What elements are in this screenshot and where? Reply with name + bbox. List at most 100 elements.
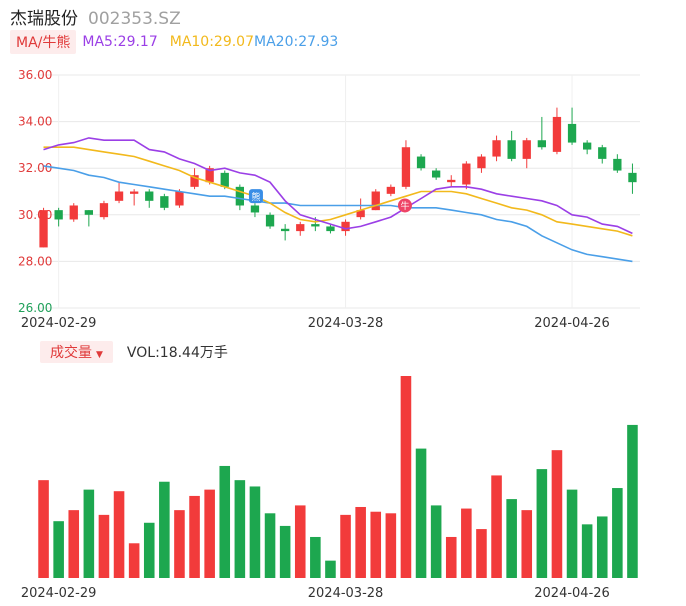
volume-bar (491, 475, 502, 578)
candle (84, 210, 94, 227)
candle (356, 198, 365, 220)
volume-bar (506, 499, 517, 578)
candle (462, 161, 471, 190)
candle-body (145, 191, 154, 201)
volume-bar (536, 469, 548, 578)
candle (386, 184, 396, 197)
volume-bar (294, 505, 306, 578)
candle-body (235, 186, 245, 206)
volume-bar (385, 513, 397, 578)
candle-body (99, 203, 109, 218)
candle-body (431, 170, 441, 178)
ma20-line (43, 165, 633, 263)
ma-mode-button[interactable]: MA/牛熊 (10, 30, 77, 54)
bull-bear-markers: 熊牛 (248, 189, 412, 213)
x-axis-label: 2024-02-29 (21, 586, 97, 601)
candle-body (371, 191, 380, 211)
candles (39, 107, 637, 248)
candle-body (175, 191, 184, 206)
volume-bar (310, 536, 321, 578)
volume-indicator-dropdown[interactable]: 成交量 ▼ (40, 341, 113, 363)
candle (341, 219, 350, 236)
candle-body (39, 210, 48, 248)
candle (401, 140, 411, 190)
candle (477, 154, 486, 173)
candle (522, 137, 531, 169)
candle (582, 140, 592, 155)
candle (326, 224, 335, 234)
volume-bar (204, 489, 215, 578)
candle-body (250, 205, 260, 213)
candle (114, 182, 124, 204)
volume-bar (596, 516, 608, 578)
candle (447, 175, 456, 187)
candle-body (311, 224, 320, 227)
y-tick-label: 32.00 (18, 161, 52, 175)
volume-bar (98, 514, 110, 578)
volume-bar (581, 524, 593, 578)
candle-body (341, 221, 350, 232)
candle-body (552, 116, 562, 152)
candle (99, 200, 109, 220)
candle (145, 189, 154, 208)
candle (371, 189, 380, 211)
caret-down-icon: ▼ (96, 350, 103, 360)
ma10-value: MA10:29.07 (169, 34, 255, 50)
volume-bar (476, 529, 487, 578)
candle (280, 224, 290, 241)
candle (190, 168, 199, 190)
volume-value: VOL:18.44万手 (126, 345, 228, 361)
volume-bar (264, 513, 276, 578)
candle (39, 207, 48, 248)
ma5-value: MA5:29.17 (82, 34, 158, 50)
candle-body (356, 210, 365, 218)
ma-legend: MA/牛熊 MA5:29.17 MA10:29.07 MA20:27.93 (10, 30, 338, 54)
x-axis-label: 2024-03-28 (308, 586, 384, 601)
volume-bars (38, 376, 638, 578)
volume-bar (355, 506, 366, 578)
candle-body (265, 214, 275, 227)
candle-body (582, 142, 592, 150)
candle (598, 144, 607, 164)
volume-bar (113, 491, 125, 578)
candle-body (462, 163, 471, 185)
candle (69, 203, 78, 222)
ma-lines (43, 137, 633, 263)
candle-body (84, 210, 94, 215)
candle (613, 154, 622, 173)
y-tick-label: 34.00 (18, 115, 52, 129)
bull-marker-icon: 牛 (397, 198, 412, 213)
candle-body (114, 191, 124, 201)
candle-body (220, 172, 229, 187)
y-tick-label: 36.00 (18, 68, 52, 82)
candle-body (567, 123, 577, 143)
x-axis-label: 2024-04-26 (534, 586, 610, 601)
volume-bar (174, 510, 185, 578)
volume-bar (219, 465, 231, 578)
volume-bar (234, 480, 246, 578)
candle-body (401, 147, 411, 187)
candle (129, 189, 139, 206)
candle (235, 184, 245, 211)
bear-marker-bg (248, 189, 263, 204)
volume-bar (370, 511, 382, 578)
volume-bar (521, 510, 533, 578)
price-grid (36, 74, 640, 309)
candle (296, 221, 305, 236)
volume-bar (445, 536, 457, 578)
volume-indicator-label: 成交量 (50, 345, 92, 361)
candle-body (477, 156, 486, 169)
volume-bar (415, 448, 427, 578)
volume-bar (128, 543, 140, 578)
bear-marker-icon: 熊 (248, 189, 263, 204)
candle-body (69, 205, 78, 220)
price-x-axis-labels: 2024-02-29 2024-03-28 2024-04-26 (21, 316, 610, 331)
y-tick-label: 28.00 (18, 254, 52, 268)
volume-bar (400, 376, 412, 578)
candle-body (160, 196, 169, 208)
candle-body (537, 140, 547, 148)
candle-body (628, 172, 637, 183)
ma5-line (43, 137, 633, 235)
